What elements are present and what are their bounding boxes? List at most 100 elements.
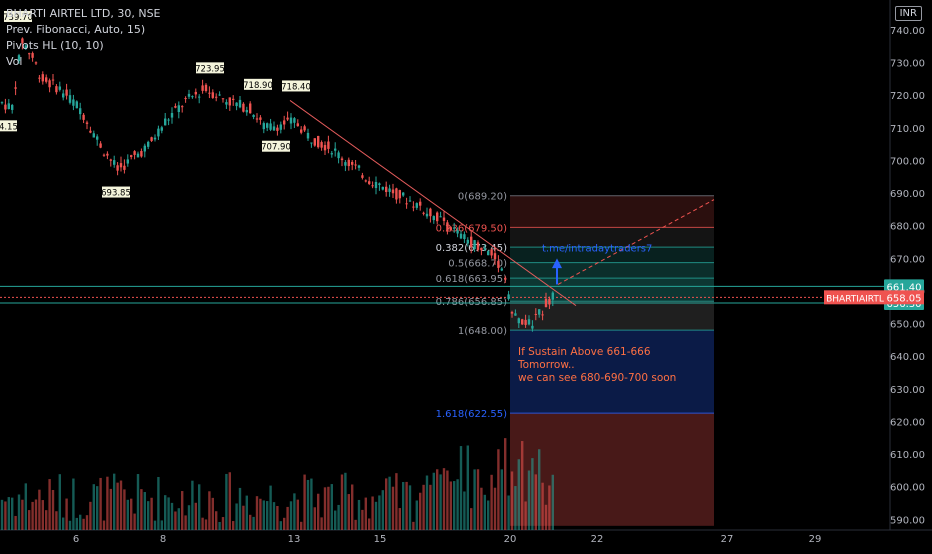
candle-body [300, 129, 303, 133]
volume-bar [548, 485, 551, 530]
volume-bar [391, 486, 395, 530]
candle-body [286, 117, 289, 120]
candle-body [544, 298, 548, 308]
candle-body [177, 105, 180, 113]
candle-body [99, 143, 102, 148]
candle-body [249, 103, 252, 114]
candle-body [11, 104, 14, 110]
volume-bar [201, 517, 204, 530]
pivot-label: 693.85 [101, 189, 131, 199]
indicator-volume-label[interactable]: Vol [6, 55, 23, 68]
volume-bar [534, 474, 537, 530]
volume-bar [320, 517, 323, 530]
candle-body [337, 152, 340, 159]
candle-body [232, 98, 235, 100]
currency-badge[interactable]: INR [894, 6, 922, 21]
chart-title[interactable]: BHARTI AIRTEL LTD, 30, NSE [6, 7, 161, 20]
volume-bar [14, 515, 17, 530]
volume-bar [357, 499, 361, 530]
volume-bar [208, 491, 211, 530]
volume-bar [531, 458, 534, 530]
volume-bar [225, 473, 228, 530]
candle-body [109, 159, 112, 161]
volume-bar [476, 469, 480, 530]
volume-bar [136, 474, 140, 530]
candle-body [412, 206, 415, 208]
candle-body [211, 92, 214, 98]
volume-bar [289, 501, 293, 530]
volume-bar [133, 513, 136, 530]
candle-body [402, 192, 405, 196]
candle-body [507, 294, 510, 300]
volume-bar [62, 517, 65, 530]
volume-bar [378, 495, 381, 530]
volume-bar [272, 502, 276, 530]
candle-body [187, 93, 191, 97]
candle-body [521, 319, 524, 325]
candle-body [436, 212, 439, 222]
volume-bar [89, 501, 92, 530]
volume-bar [153, 520, 157, 530]
volume-bar [150, 497, 153, 530]
y-tick-label: 630.00 [890, 385, 925, 396]
candle-body [164, 118, 167, 126]
candle-body [415, 203, 418, 208]
candle-body [470, 236, 473, 247]
level-badge-label: 661.40 [887, 282, 922, 293]
candle-body [429, 208, 432, 217]
candle-body [160, 127, 163, 131]
candle-body [432, 216, 435, 221]
volume-bar [351, 484, 354, 530]
indicator-pivots-label[interactable]: Pivots HL (10, 10) [6, 39, 104, 52]
candle-body [330, 153, 333, 155]
volume-bar [422, 484, 425, 530]
volume-bar [483, 494, 486, 530]
candle-body [374, 182, 378, 188]
volume-bar [368, 518, 371, 530]
y-tick-label: 670.00 [890, 254, 925, 265]
candle-body [364, 180, 367, 182]
volume-bar [436, 469, 439, 530]
volume-bar [527, 470, 531, 530]
candle-body [419, 201, 422, 206]
volume-bar [102, 520, 106, 530]
candle-body [17, 55, 21, 61]
volume-bar [340, 474, 344, 530]
volume-bar [327, 486, 330, 530]
volume-bar [45, 510, 48, 530]
candle-body [551, 292, 554, 300]
candle-body [354, 164, 357, 166]
candle-body [198, 96, 201, 98]
volume-bar [160, 520, 163, 530]
volume-bar [126, 499, 129, 530]
volume-bar [187, 505, 191, 530]
y-tick-label: 650.00 [890, 320, 925, 331]
candle-body [208, 92, 211, 94]
candle-body [459, 233, 463, 239]
candle-body [344, 162, 347, 166]
y-tick-label: 590.00 [890, 515, 925, 526]
pivot-label-bg [0, 120, 17, 132]
candle-body [204, 84, 208, 92]
volume-bar [493, 487, 497, 530]
volume-bar [446, 470, 449, 530]
volume-bar [99, 477, 102, 530]
volume-bar [28, 510, 31, 530]
pivot-label: 718.40 [281, 82, 311, 92]
candle-body [7, 103, 10, 110]
volume-bar [334, 510, 337, 530]
candle-body [68, 95, 72, 103]
volume-bar [198, 484, 201, 530]
candle-body [113, 160, 116, 165]
volume-bar [337, 504, 340, 530]
candle-body [527, 319, 531, 325]
candle-body [89, 130, 92, 133]
annotation-line-2: Tomorrow.. [517, 359, 575, 371]
volume-bar [463, 491, 466, 530]
volume-bar [487, 500, 490, 530]
indicator-fibonacci-label[interactable]: Prev. Fibonacci, Auto, 15) [6, 23, 146, 36]
candle-body [269, 123, 272, 130]
y-tick-label: 600.00 [890, 483, 925, 494]
y-tick-label: 740.00 [890, 26, 925, 37]
